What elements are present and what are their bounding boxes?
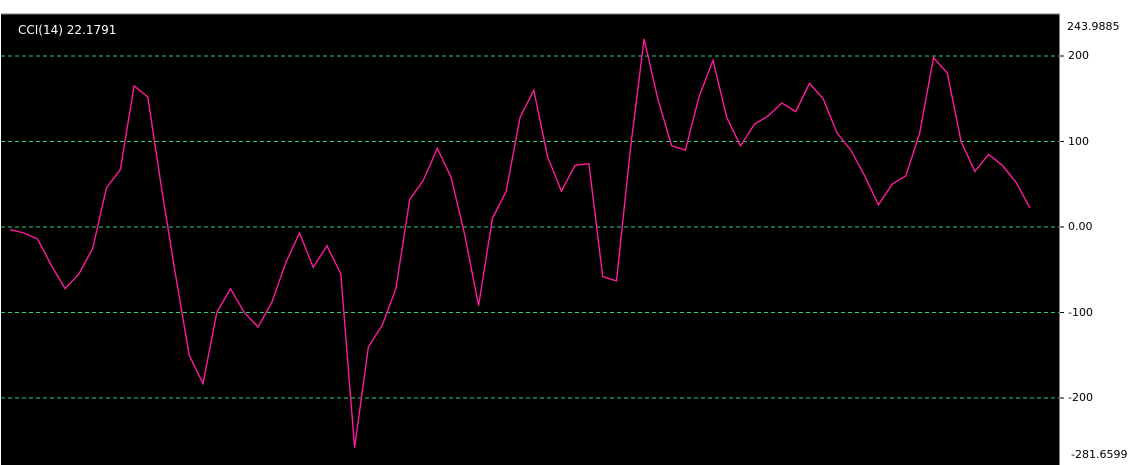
level-lines bbox=[1, 55, 1060, 399]
axis-max-label: 243.9885 bbox=[1067, 20, 1120, 33]
plot-background bbox=[1, 14, 1060, 465]
axis-min-label: -281.6599 bbox=[1071, 448, 1128, 461]
axis-tick-marks bbox=[1060, 55, 1064, 399]
axis-tick-label: -100 bbox=[1068, 305, 1093, 319]
axis-tick-label: -200 bbox=[1068, 391, 1093, 404]
axis-tick-label: 100 bbox=[1068, 134, 1089, 148]
cci-series-line bbox=[9, 38, 1031, 448]
axis-tick-label: 0.00 bbox=[1068, 220, 1093, 233]
axis-tick-label: 200 bbox=[1068, 49, 1089, 62]
indicator-label: CCI(14) 22.1791 bbox=[18, 23, 117, 37]
